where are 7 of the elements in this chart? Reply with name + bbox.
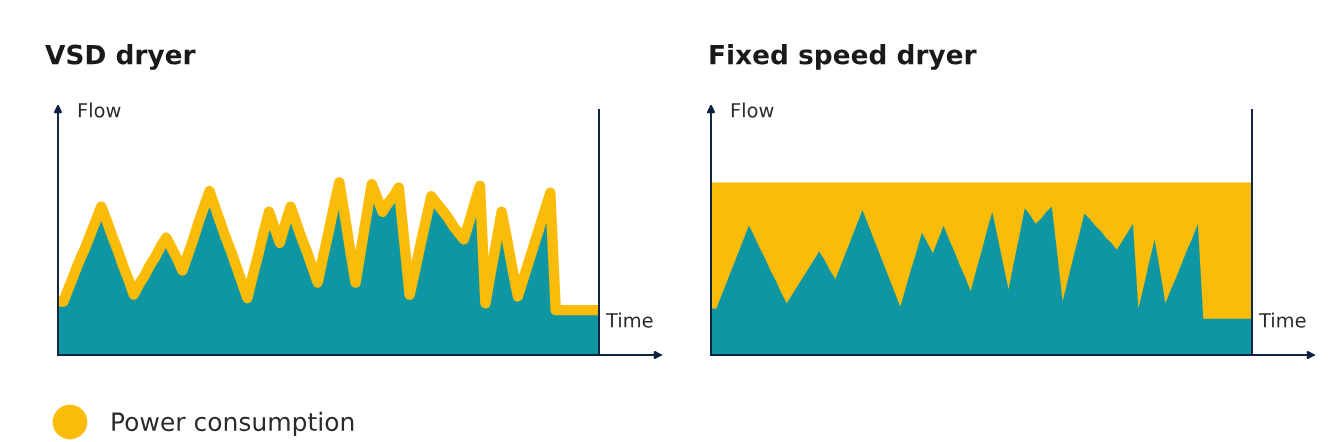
chart-title: Fixed speed dryer <box>710 44 977 70</box>
x-axis-title: Time <box>605 312 653 328</box>
x-axis-title: Time <box>1258 312 1306 328</box>
chart-title: VSD dryer <box>45 44 196 70</box>
y-axis-title: Flow <box>78 102 121 118</box>
y-axis-title: Flow <box>731 102 774 118</box>
legend-label: Power consumption <box>112 411 354 437</box>
